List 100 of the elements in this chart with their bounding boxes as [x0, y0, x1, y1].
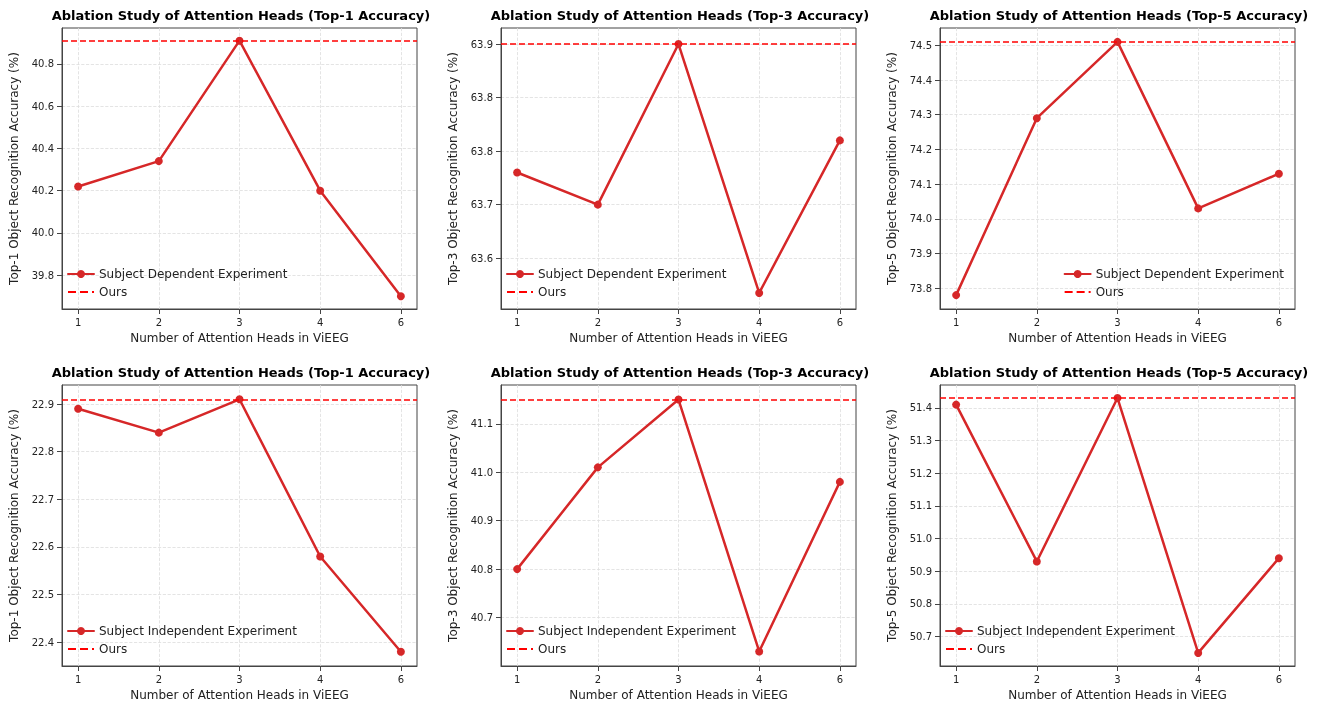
point [396, 292, 405, 301]
y-axis-title: Top-3 Object Recognition Accuracy (%) [446, 52, 460, 286]
x-tick-label: 2 [155, 316, 163, 328]
y-axis-title: Top-1 Object Recognition Accuracy (%) [7, 52, 21, 286]
y-axis-title: Top-1 Object Recognition Accuracy (%) [7, 409, 21, 643]
legend-label: Subject Independent Experiment [977, 624, 1176, 638]
y-tick-label: 74.2 [909, 143, 932, 155]
point [1032, 114, 1041, 123]
point [1194, 648, 1203, 657]
y-tick-label: 73.9 [909, 247, 932, 259]
point [1274, 554, 1283, 563]
chart-title: Ablation Study of Attention Heads (Top-3 Accuracy) [490, 365, 870, 380]
y-tick-label: 40.6 [31, 100, 54, 112]
x-tick-label: 3 [236, 316, 243, 328]
y-tick-label: 22.6 [31, 541, 54, 553]
point [952, 400, 961, 409]
x-tick-label: 4 [755, 316, 763, 328]
point [154, 428, 163, 437]
x-tick-label: 1 [74, 673, 82, 685]
point [1274, 169, 1283, 178]
point [513, 168, 522, 177]
y-tick-label: 74.0 [909, 213, 932, 225]
legend-label: Subject Independent Experiment [538, 624, 737, 638]
x-tick-label: 6 [836, 316, 844, 328]
point [952, 291, 961, 300]
x-tick-label: 2 [594, 673, 602, 685]
chart-title: Ablation Study of Attention Heads (Top-5 Accuracy) [929, 8, 1309, 23]
x-axis-title: Number of Attention Heads in ViEEG [130, 330, 349, 345]
y-tick-label: 40.8 [470, 563, 493, 575]
x-tick-label: 3 [675, 316, 682, 328]
y-tick-label: 74.4 [909, 74, 932, 86]
x-tick-label: 2 [594, 316, 602, 328]
y-tick-label: 50.9 [909, 565, 932, 577]
y-tick-label: 63.8 [470, 92, 493, 104]
y-tick-label: 74.1 [909, 178, 932, 190]
y-tick-label: 51.2 [909, 467, 932, 479]
chart-title: Ablation Study of Attention Heads (Top-5 Accuracy) [929, 365, 1309, 380]
point [74, 182, 83, 191]
legend-label: Subject Dependent Experiment [1095, 267, 1285, 281]
point [835, 477, 844, 486]
x-axis-title: Number of Attention Heads in ViEEG [130, 687, 349, 702]
y-tick-label: 74.5 [909, 39, 932, 51]
x-axis-title: Number of Attention Heads in ViEEG [569, 330, 788, 345]
legend-label: Subject Independent Experiment [99, 624, 298, 638]
x-axis-title: Number of Attention Heads in ViEEG [1008, 330, 1227, 345]
chart-title: Ablation Study of Attention Heads (Top-3 Accuracy) [490, 8, 870, 23]
y-tick-label: 40.8 [31, 58, 54, 70]
legend-label: Subject Dependent Experiment [538, 267, 727, 281]
y-tick-label: 63.6 [470, 252, 493, 264]
y-tick-label: 40.0 [31, 227, 54, 239]
y-tick-label: 63.8 [470, 145, 493, 157]
y-tick-label: 40.7 [470, 612, 493, 624]
legend-label: Subject Dependent Experiment [99, 267, 288, 281]
y-tick-label: 40.4 [31, 142, 54, 154]
x-tick-label: 4 [1194, 316, 1202, 328]
x-tick-label: 3 [1114, 673, 1121, 685]
x-tick-label: 1 [74, 316, 82, 328]
x-tick-label: 1 [513, 316, 521, 328]
x-tick-label: 4 [316, 673, 324, 685]
point [154, 157, 163, 166]
point [1194, 204, 1203, 213]
x-tick-label: 2 [1033, 673, 1041, 685]
y-tick-label: 51.4 [909, 402, 932, 414]
x-tick-label: 6 [836, 673, 844, 685]
y-tick-label: 73.8 [909, 282, 932, 294]
y-tick-label: 41.1 [470, 418, 493, 430]
y-tick-label: 50.7 [909, 631, 932, 643]
x-tick-label: 3 [1114, 316, 1121, 328]
y-tick-label: 63.9 [470, 38, 493, 50]
y-axis-title: Top-5 Object Recognition Accuracy (%) [885, 52, 899, 286]
point [316, 186, 325, 195]
legend-label: Ours [538, 642, 567, 656]
y-axis-title: Top-5 Object Recognition Accuracy (%) [885, 409, 899, 643]
legend-label: Ours [99, 642, 128, 656]
chart-title: Ablation Study of Attention Heads (Top-1 Accuracy) [51, 365, 431, 380]
legend-label: Ours [1095, 285, 1124, 299]
point [755, 647, 764, 656]
y-tick-label: 22.5 [31, 589, 54, 601]
y-tick-label: 41.0 [470, 466, 493, 478]
y-tick-label: 22.4 [31, 636, 54, 648]
x-tick-label: 1 [513, 673, 521, 685]
point [593, 200, 602, 209]
point [755, 288, 764, 297]
x-tick-label: 2 [1033, 316, 1041, 328]
point [396, 647, 405, 656]
x-tick-label: 6 [397, 316, 405, 328]
y-tick-label: 22.8 [31, 446, 54, 458]
x-tick-label: 1 [952, 673, 960, 685]
point [593, 463, 602, 472]
legend-label: Ours [538, 285, 567, 299]
point [513, 565, 522, 574]
x-tick-label: 4 [316, 316, 324, 328]
y-tick-label: 74.3 [909, 109, 932, 121]
y-tick-label: 63.7 [470, 199, 493, 211]
y-tick-label: 22.7 [31, 493, 54, 505]
x-tick-label: 4 [1194, 673, 1202, 685]
x-tick-label: 6 [1275, 316, 1283, 328]
y-tick-label: 51.0 [909, 533, 932, 545]
y-axis-title: Top-3 Object Recognition Accuracy (%) [446, 409, 460, 643]
y-tick-label: 51.3 [909, 435, 932, 447]
